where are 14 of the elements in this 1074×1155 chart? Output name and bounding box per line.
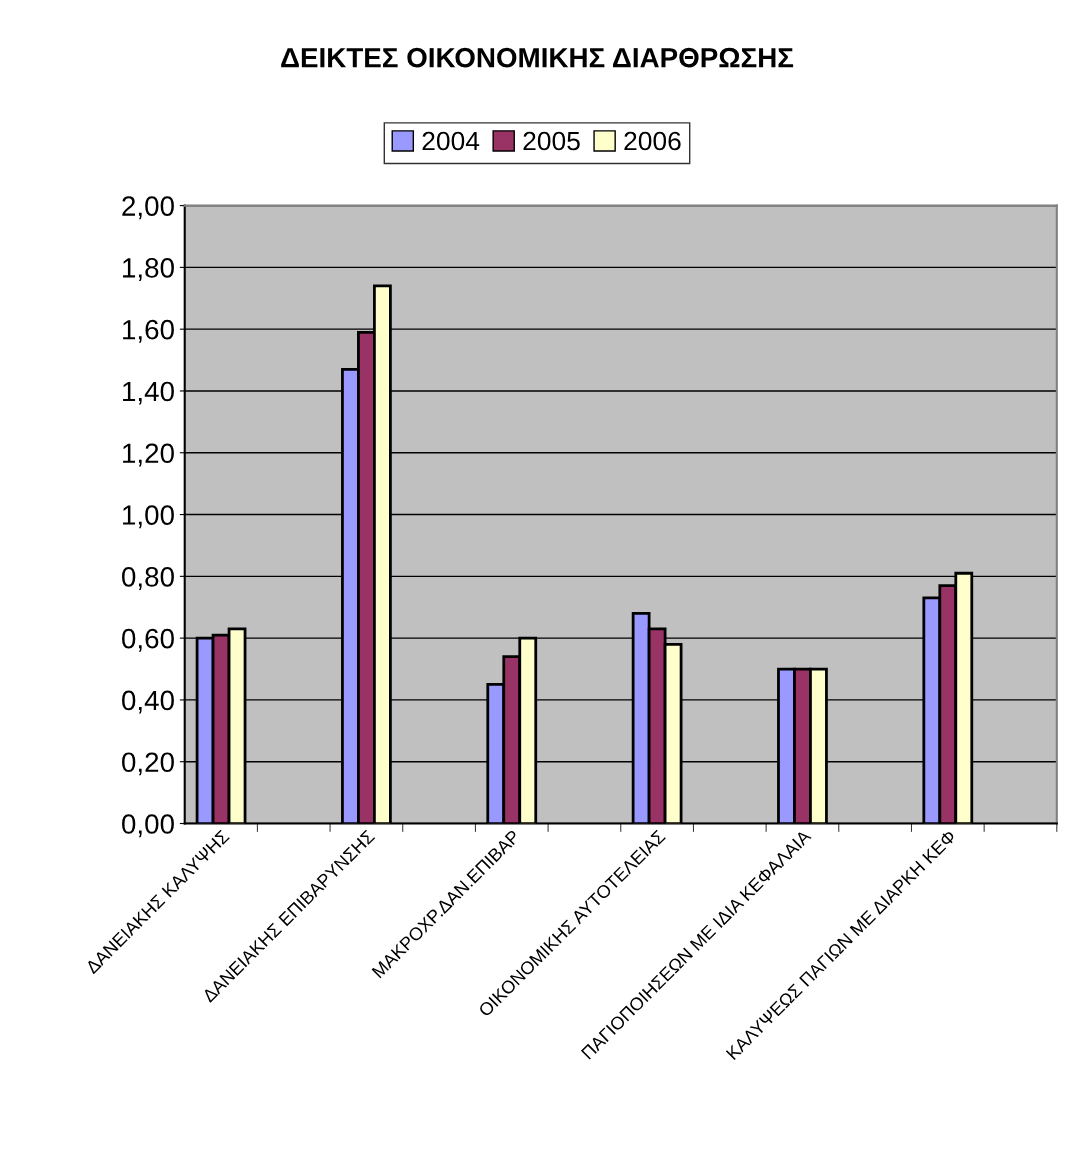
chart-title: ΔΕΙΚΤΕΣ ΟΙΚΟΝΟΜΙΚΗΣ ΔΙΑΡΘΡΩΣΗΣ xyxy=(281,47,794,68)
legend-label: 2005 xyxy=(523,131,580,151)
y-tick-label: 0,80 xyxy=(122,567,174,590)
y-tick-label: 1,80 xyxy=(123,258,174,281)
y-tick-label: 1,40 xyxy=(123,381,174,405)
legend-label: 2006 xyxy=(624,131,681,151)
y-tick-label: 0,20 xyxy=(122,752,174,776)
y-tick-label: 0,60 xyxy=(122,628,174,652)
y-tick-label: 2,00 xyxy=(122,196,174,220)
legend-label: 2004 xyxy=(422,131,480,151)
y-tick-label: 1,60 xyxy=(123,319,174,343)
y-tick-label: 1,20 xyxy=(123,443,174,467)
y-tick-label: 1,00 xyxy=(123,505,174,529)
y-tick-label: 0,40 xyxy=(122,690,174,714)
